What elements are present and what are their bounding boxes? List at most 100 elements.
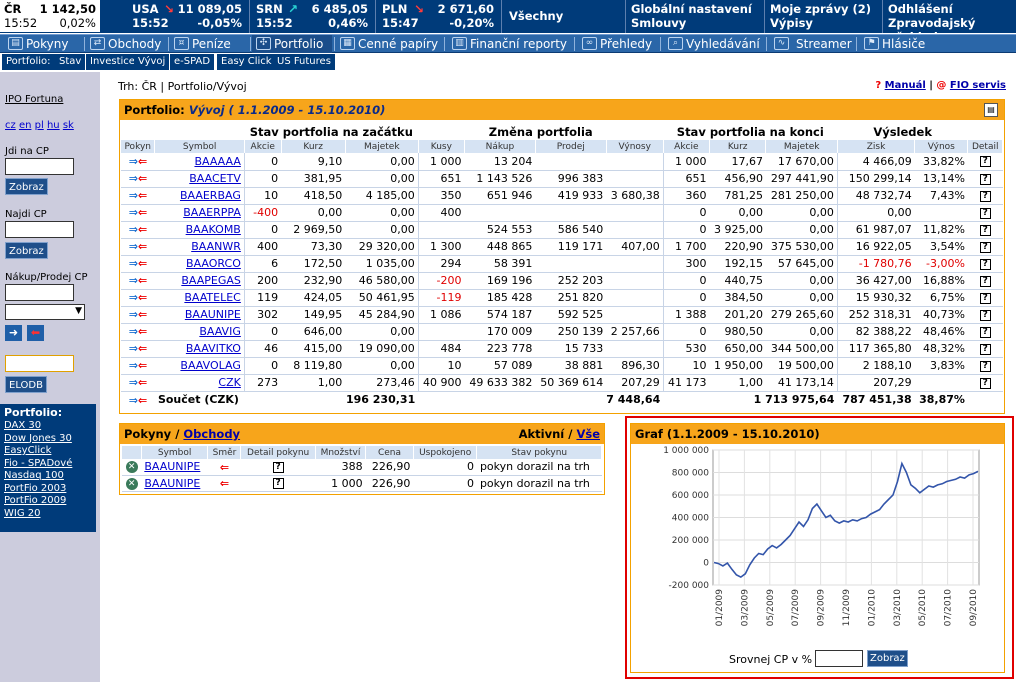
detail-icon[interactable]: ?: [979, 377, 991, 389]
symbol-link[interactable]: BAAPEGAS: [181, 274, 241, 287]
symbol-link[interactable]: BAAUNIPE: [144, 460, 201, 474]
goto-button[interactable]: Zobraz: [5, 178, 48, 195]
symbol-link[interactable]: CZK: [218, 376, 241, 389]
compare-input[interactable]: [815, 650, 863, 667]
submenu-vyvoj[interactable]: Vývoj: [134, 54, 170, 70]
detail-icon[interactable]: ?: [979, 343, 991, 355]
ticker-srn[interactable]: SRN ↗ 6 485,05 15:52 0,46%: [252, 0, 372, 33]
submenu-stav[interactable]: Stav: [55, 54, 86, 70]
sell-arrow-icon[interactable]: ⇐: [137, 223, 148, 237]
lang-cz-link[interactable]: cz: [5, 120, 16, 131]
submenu-espad[interactable]: e-SPAD: [170, 54, 215, 70]
elodb-input[interactable]: [5, 355, 74, 372]
menu-streamer[interactable]: ∿ Streamer: [770, 35, 854, 53]
elodb-button[interactable]: ELODB: [5, 376, 47, 393]
buy-arrow-icon[interactable]: ⇒: [128, 274, 138, 288]
symbol-link[interactable]: BAAUNIPE: [184, 308, 241, 321]
symbol-link[interactable]: BAATELEC: [184, 291, 241, 304]
pf-link[interactable]: PortFio 2009: [4, 495, 67, 506]
sell-arrow-icon[interactable]: ⇐: [137, 257, 148, 271]
detail-icon[interactable]: ?: [979, 326, 991, 338]
lang-hu-link[interactable]: hu: [46, 120, 60, 131]
detail-icon[interactable]: ?: [979, 360, 991, 372]
pf-link[interactable]: PortFio 2003: [4, 482, 67, 494]
buy-arrow-icon[interactable]: ⇒: [128, 223, 138, 237]
symbol-link[interactable]: BAAERBAG: [179, 189, 241, 202]
trade-select[interactable]: ▼: [5, 304, 85, 320]
logout-link[interactable]: Odhlášení: [888, 2, 953, 16]
sell-arrow-icon[interactable]: ⇐: [137, 189, 148, 203]
trades-link[interactable]: Obchody: [183, 427, 241, 441]
symbol-link[interactable]: BAAVIG: [199, 325, 241, 338]
submenu-investice[interactable]: Investice: [86, 54, 139, 70]
pf-link[interactable]: Dow Jones 30: [4, 432, 72, 444]
find-button[interactable]: Zobraz: [5, 242, 48, 259]
detail-icon[interactable]: ?: [979, 292, 991, 304]
symbol-link[interactable]: BAANWR: [191, 240, 241, 253]
buy-arrow-icon[interactable]: ⇒: [128, 155, 138, 168]
submenu-easyclick[interactable]: Easy Click: [217, 54, 276, 70]
compare-button[interactable]: Zobraz: [867, 650, 908, 667]
symbol-link[interactable]: BAAAAA: [194, 154, 241, 168]
pf-link[interactable]: WIG 20: [4, 507, 41, 519]
find-input[interactable]: [5, 221, 74, 238]
menu-hlasice[interactable]: ⚑ Hlásiče: [860, 35, 936, 53]
symbol-link[interactable]: BAAVITKO: [185, 342, 241, 355]
menu-cenne-papiry[interactable]: ▦ Cenné papíry: [336, 35, 440, 53]
pf-link[interactable]: Nasdaq 100: [4, 470, 64, 481]
detail-icon[interactable]: ?: [979, 207, 991, 219]
detail-icon[interactable]: ?: [979, 241, 991, 253]
detail-icon[interactable]: ?: [979, 156, 991, 168]
goto-input[interactable]: [5, 158, 74, 175]
sell-arrow-icon[interactable]: ⇐: [137, 308, 148, 322]
ticker-pln[interactable]: PLN ↘ 2 671,60 15:47 -0,20%: [378, 0, 498, 33]
menu-financni-reporty[interactable]: ▥ Finanční reporty: [448, 35, 572, 53]
buy-arrow-icon[interactable]: ⇒: [128, 172, 138, 186]
cancel-order-icon[interactable]: ✕: [125, 461, 138, 474]
ticker-usa[interactable]: USA ↘ 11 089,05 15:52 -0,05%: [128, 0, 246, 33]
buy-arrow-icon[interactable]: ⇒: [128, 257, 138, 271]
sell-arrow-icon[interactable]: ⇐: [137, 342, 148, 356]
lang-en-link[interactable]: en: [18, 120, 32, 131]
detail-icon[interactable]: ?: [979, 258, 991, 270]
symbol-link[interactable]: BAAVOLAG: [180, 359, 241, 372]
sell-arrow-icon[interactable]: ⇐: [137, 393, 148, 407]
pf-link[interactable]: Fio - SPADové: [4, 457, 73, 469]
export-icon[interactable]: ▤: [984, 103, 998, 117]
sell-arrow-icon[interactable]: ⇐: [137, 291, 148, 305]
detail-icon[interactable]: ?: [979, 190, 991, 202]
sell-arrow-icon[interactable]: ⇐: [137, 206, 148, 220]
trade-input[interactable]: [5, 284, 74, 301]
pf-link[interactable]: DAX 30: [4, 420, 42, 431]
symbol-link[interactable]: BAAUNIPE: [144, 476, 201, 490]
all-indices-link[interactable]: Všechny: [509, 9, 564, 23]
buy-arrow-icon[interactable]: ⇒: [128, 376, 138, 390]
sell-arrow-icon[interactable]: ⇐: [137, 359, 148, 373]
menu-obchody[interactable]: ⇄ Obchody: [86, 35, 166, 53]
pf-link[interactable]: EasyClick: [4, 445, 52, 456]
symbol-link[interactable]: BAAKOMB: [185, 223, 241, 236]
detail-icon[interactable]: ?: [272, 478, 284, 489]
symbol-link[interactable]: BAAORCO: [186, 257, 241, 270]
buy-arrow-icon[interactable]: ⇒: [128, 189, 138, 203]
sell-button[interactable]: ⬅: [27, 325, 44, 341]
sell-arrow-icon[interactable]: ⇐: [137, 155, 148, 168]
detail-icon[interactable]: ?: [979, 309, 991, 321]
menu-penize[interactable]: ¤ Peníze: [170, 35, 248, 53]
statements-link[interactable]: Výpisy: [770, 16, 813, 30]
all-orders-link[interactable]: Vše: [576, 427, 600, 441]
detail-icon[interactable]: ?: [979, 224, 991, 236]
fio-service-link[interactable]: FIO servis: [949, 80, 1006, 91]
sell-arrow-icon[interactable]: ⇐: [137, 274, 148, 288]
cancel-order-icon[interactable]: ✕: [125, 477, 138, 490]
global-settings-link[interactable]: Globální nastavení: [631, 2, 752, 16]
menu-vyhledavani[interactable]: ⌕ Vyhledávání: [664, 35, 764, 53]
buy-arrow-icon[interactable]: ⇒: [128, 308, 138, 322]
detail-icon[interactable]: ?: [979, 275, 991, 287]
buy-arrow-icon[interactable]: ⇒: [128, 393, 138, 407]
buy-arrow-icon[interactable]: ⇒: [128, 325, 138, 339]
menu-pokyny[interactable]: ▤ Pokyny: [4, 35, 82, 53]
buy-arrow-icon[interactable]: ⇒: [128, 291, 138, 305]
buy-arrow-icon[interactable]: ⇒: [128, 342, 138, 356]
menu-portfolio[interactable]: ✣ Portfolio: [252, 35, 332, 53]
